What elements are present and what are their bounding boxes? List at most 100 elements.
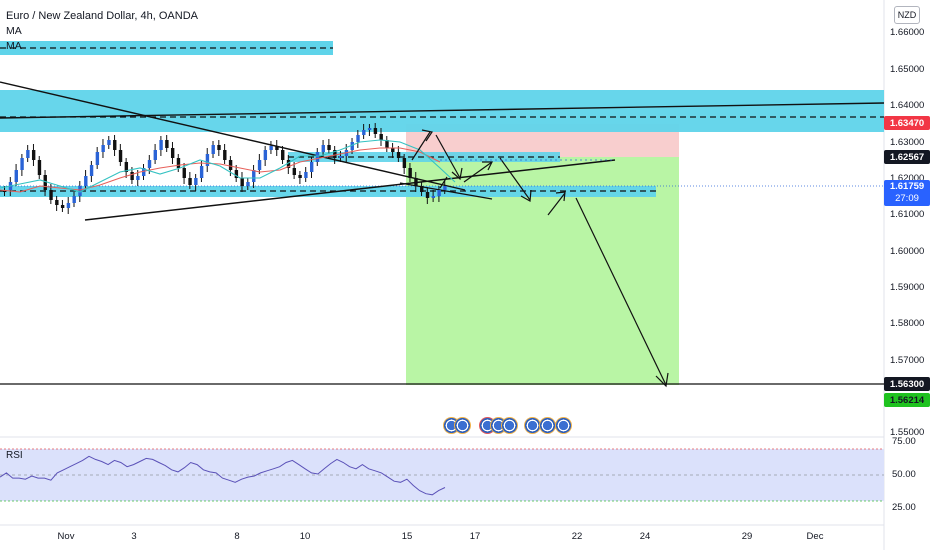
candle-body <box>315 152 320 162</box>
candle-body <box>159 140 163 150</box>
arrow-up-1 <box>411 131 431 161</box>
candle-body <box>443 186 447 190</box>
candle-body <box>101 145 105 152</box>
candle-body <box>234 170 239 178</box>
candle-body <box>321 145 325 152</box>
rsi-tick: 50.00 <box>892 469 916 480</box>
candle-body <box>31 150 36 160</box>
candle-body <box>14 170 18 182</box>
rsi-line[interactable] <box>0 455 446 496</box>
legend-zone-box[interactable] <box>0 41 333 55</box>
price-tick: 1.58000 <box>890 318 925 329</box>
candle-body <box>246 182 250 186</box>
time-tick: 24 <box>639 531 651 542</box>
price-label-current: 1.61759 27:09 <box>884 180 930 206</box>
small-arrow <box>439 176 448 189</box>
candle-body <box>281 150 285 160</box>
candle-body <box>269 146 273 150</box>
candle-body <box>107 140 111 145</box>
arrow-up-2 <box>463 161 493 183</box>
candle-body <box>420 186 424 192</box>
like-icon[interactable] <box>539 417 556 434</box>
like-icon[interactable] <box>524 417 541 434</box>
arrow-up-3 <box>547 192 566 216</box>
price-label-entry: 1.62567 <box>884 150 930 164</box>
descending-trendline[interactable] <box>0 81 466 191</box>
price-tick: 1.59000 <box>890 282 925 293</box>
bar-countdown: 27:09 <box>895 193 919 204</box>
moving-average-teal <box>0 139 456 193</box>
price-tick: 1.61000 <box>890 209 925 220</box>
time-tick: 29 <box>741 531 753 542</box>
candle-body <box>43 175 47 190</box>
candle-body <box>304 172 308 178</box>
price-tick: 1.64000 <box>890 100 925 111</box>
time-tick: 10 <box>299 531 311 542</box>
arrow-head-6 <box>655 372 669 388</box>
price-tick: 1.65000 <box>890 64 925 75</box>
candle-body <box>431 196 436 198</box>
candle-body <box>396 152 401 158</box>
ascending-trendline[interactable] <box>84 159 616 221</box>
price-label-stop: 1.63470 <box>884 116 930 130</box>
resistance-trendline[interactable] <box>0 102 885 119</box>
candle-body <box>391 148 395 152</box>
indicator-ma-2[interactable]: MA <box>6 40 22 52</box>
arrow-head-5 <box>555 191 566 202</box>
candle-body <box>113 140 117 150</box>
time-tick: Nov <box>57 531 75 542</box>
candle-body <box>257 160 262 170</box>
candle-body <box>194 178 198 185</box>
candle-body <box>142 168 146 176</box>
candle-body <box>240 178 244 186</box>
candle-body <box>136 176 140 180</box>
candle-body <box>379 134 383 140</box>
symbol-title[interactable]: Euro / New Zealand Dollar, 4h, OANDA <box>6 10 198 22</box>
time-tick: Dec <box>806 531 824 542</box>
candle-body <box>362 130 366 135</box>
candle-body <box>350 142 354 150</box>
candle-body <box>130 172 134 180</box>
forecast-path[interactable] <box>411 129 669 388</box>
candle-body <box>333 150 337 158</box>
price-tick: 1.60000 <box>890 246 925 257</box>
candle-body <box>338 156 343 158</box>
rocket-icon[interactable] <box>454 417 471 434</box>
candle-body <box>89 165 94 176</box>
arrow-down-1 <box>435 134 461 179</box>
candle-body <box>84 176 88 186</box>
candle-body <box>309 162 314 172</box>
price-label-target-line: 1.56300 <box>884 377 930 391</box>
thumb-icon[interactable] <box>501 417 518 434</box>
price-label-target: 1.56214 <box>884 393 930 407</box>
candle-body <box>228 160 233 170</box>
candle-body <box>385 140 389 148</box>
candle-body <box>286 160 291 168</box>
time-tick: 17 <box>469 531 481 542</box>
arrow-head-2 <box>451 167 463 181</box>
candle-body <box>118 150 123 162</box>
rsi-band <box>0 449 884 501</box>
candle-body <box>211 145 215 154</box>
time-tick: 22 <box>571 531 583 542</box>
price-tick: 1.66000 <box>890 27 925 38</box>
candle-body <box>373 128 378 134</box>
candle-body <box>252 170 256 182</box>
support-zone[interactable] <box>0 186 656 197</box>
arrow-head-3 <box>482 161 493 171</box>
currency-badge[interactable]: NZD <box>894 6 920 24</box>
current-price-value: 1.61759 <box>889 181 925 192</box>
candle-body <box>153 150 157 160</box>
candle-body <box>292 168 297 175</box>
rsi-label[interactable]: RSI <box>6 450 23 461</box>
moving-average-red <box>0 147 441 193</box>
arrow-head-1 <box>421 129 433 142</box>
like-icon[interactable] <box>555 417 572 434</box>
candle-body <box>327 145 331 150</box>
candle-body <box>78 186 82 196</box>
candle-body <box>275 146 279 150</box>
indicator-ma-1[interactable]: MA <box>6 25 22 37</box>
candle-body <box>298 175 302 178</box>
candle-body <box>437 190 441 196</box>
